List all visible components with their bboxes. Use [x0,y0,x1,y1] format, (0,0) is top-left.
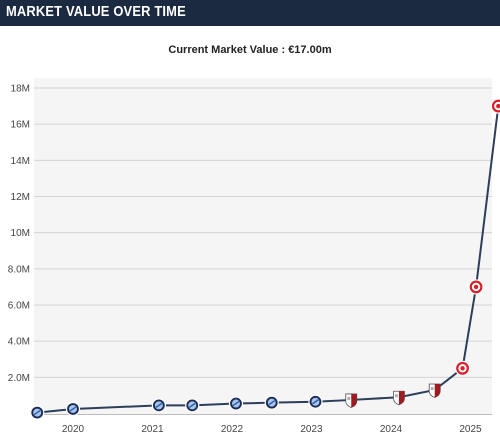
y-tick-label: 2.0M [8,373,30,384]
x-tick-label: 2021 [141,424,164,435]
current-market-value: Current Market Value : €17.00m [168,44,332,56]
y-tick-label: 10M [11,228,30,239]
y-tick-label: 8.0M [8,264,30,275]
y-axis-ticks: 2.0M 4.0M 6.0M 8.0M 10M 12M 14M 16M 18M [8,84,30,384]
data-point[interactable] [308,394,323,409]
data-point[interactable] [264,395,279,410]
y-tick-label: 6.0M [8,301,30,312]
data-point[interactable] [65,401,81,417]
data-point[interactable] [345,393,358,408]
x-axis-ticks: 2020 2021 2022 2023 2024 2025 [62,424,482,435]
x-tick-label: 2020 [62,424,85,435]
data-point[interactable] [454,360,471,376]
y-tick-label: 14M [11,156,30,167]
x-tick-label: 2024 [380,424,403,435]
data-point[interactable] [468,279,484,295]
data-point[interactable] [228,396,244,411]
data-points [30,98,500,420]
data-point[interactable] [428,383,441,398]
y-tick-label: 4.0M [8,337,30,348]
data-point[interactable] [393,390,405,406]
data-point[interactable] [185,398,200,413]
plot-background [34,78,492,415]
data-point[interactable] [151,398,166,413]
grid-lines [34,87,492,415]
y-tick-label: 12M [11,192,30,203]
x-tick-label: 2025 [459,424,482,435]
y-tick-label: 18M [11,84,30,95]
x-tick-label: 2022 [221,424,244,435]
x-tick-label: 2023 [300,424,323,435]
data-point[interactable] [30,405,45,420]
data-point[interactable] [490,98,500,114]
section-title: MARKET VALUE OVER TIME [6,3,186,20]
section-header: MARKET VALUE OVER TIME [0,0,500,26]
y-tick-label: 16M [11,120,30,131]
